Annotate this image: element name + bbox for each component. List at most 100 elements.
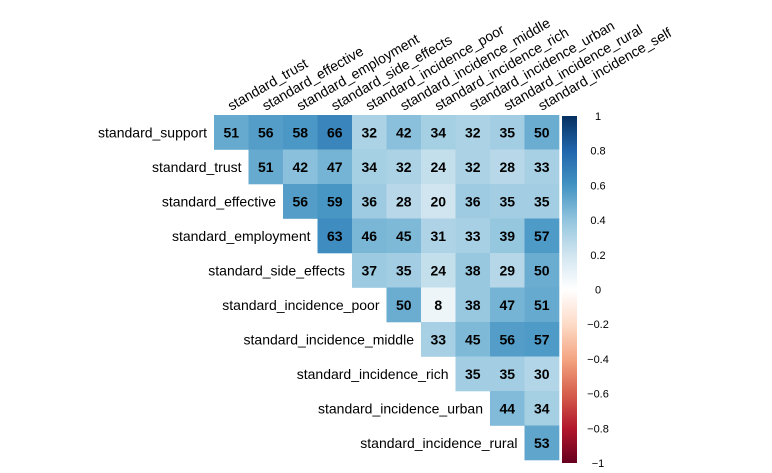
cell-value-label: 31	[430, 228, 446, 244]
heatmap-cell	[283, 149, 318, 185]
cell-value-label: 36	[361, 193, 377, 209]
heatmap-cell	[455, 287, 491, 323]
heatmap-cell	[455, 115, 491, 150]
colorbar-tick-label: −0.4	[587, 354, 609, 366]
heatmap-cell	[455, 218, 491, 254]
row-labels: standard_support standard_trust standard_e…	[98, 124, 517, 451]
cell-value-label: 51	[223, 124, 239, 140]
column-labels: standard_truststandard_effectivestandard…	[225, 14, 674, 113]
cell-value-label: 66	[327, 124, 343, 140]
heatmap-cell	[386, 149, 422, 185]
row-label: standard_incidence_urban	[318, 400, 483, 416]
cell-value-label: 24	[430, 159, 446, 175]
cell-value-label: 28	[499, 159, 515, 175]
heatmap-cell	[421, 218, 456, 254]
cell-value-label: 35	[534, 193, 550, 209]
heatmap-cell	[490, 253, 525, 288]
heatmap-cell	[524, 287, 560, 323]
heatmap-cell	[317, 184, 353, 219]
cell-value-label: 33	[534, 159, 550, 175]
row-label: standard_incidence_poor	[222, 297, 380, 313]
cell-value-label: 45	[396, 228, 412, 244]
row-label: standard_incidence_rich	[297, 366, 449, 382]
colorbar-tick-label: 0.2	[590, 250, 605, 262]
cell-value-label: 39	[499, 228, 515, 244]
colorbar-tick-label: −1	[592, 458, 605, 470]
cell-value-label: 34	[430, 124, 446, 140]
heatmap-cell	[524, 253, 560, 288]
cell-value-label: 42	[396, 124, 412, 140]
heatmap-cell	[421, 149, 456, 185]
cell-value-label: 45	[465, 331, 481, 347]
cell-value-label: 32	[465, 159, 481, 175]
heatmap-cell	[524, 391, 560, 426]
cell-value-label: 51	[534, 297, 550, 313]
cell-value-label: 56	[258, 124, 274, 140]
colorbar-tick-label: 0.4	[590, 215, 605, 227]
row-label: standard_incidence_rural	[360, 435, 517, 451]
heatmap-cell	[352, 218, 387, 254]
heatmap-cell	[352, 184, 387, 219]
cell-value-label: 56	[499, 331, 515, 347]
heatmap-cell	[386, 184, 422, 219]
heatmap-cell	[317, 149, 353, 185]
cell-value-label: 30	[534, 366, 550, 382]
cell-value-label: 51	[258, 159, 274, 175]
cell-value-label: 29	[499, 262, 515, 278]
heatmap-cell	[490, 287, 525, 323]
colorbar-tick-label: 0	[595, 285, 601, 297]
heatmap-cell	[317, 218, 353, 254]
heatmap-cell	[490, 322, 525, 357]
heatmap-cell	[352, 115, 387, 150]
heatmap-cell	[386, 253, 422, 288]
colorbar-tick-label: 0.6	[590, 180, 605, 192]
heatmap-cell	[421, 322, 456, 357]
cell-value-label: 42	[292, 159, 308, 175]
cell-value-label: 33	[465, 228, 481, 244]
heatmap-cell	[248, 115, 284, 150]
row-label: standard_support	[98, 124, 207, 140]
cell-value-label: 32	[396, 159, 412, 175]
heatmap-cell	[352, 253, 387, 288]
cell-value-label: 37	[361, 262, 377, 278]
heatmap-cell	[524, 218, 560, 254]
cell-value-label: 32	[361, 124, 377, 140]
heatmap-cells: 51 56 58 66 32 42 34 32 35 50 51 42 47 34 32 24 32 28 33 56…	[214, 115, 560, 461]
cell-value-label: 8	[434, 297, 442, 313]
colorbar-tick-label: −0.2	[587, 319, 609, 331]
heatmap-cell	[455, 253, 491, 288]
cell-value-label: 57	[534, 331, 550, 347]
cell-value-label: 35	[499, 366, 515, 382]
heatmap-cell	[524, 425, 560, 461]
cell-value-label: 35	[499, 124, 515, 140]
cell-value-label: 47	[327, 159, 343, 175]
cell-value-label: 50	[396, 297, 412, 313]
colorbar-tick-label: 1	[595, 111, 601, 123]
heatmap-cell	[490, 391, 525, 426]
color-legend: 1 0.8 0.6 0.4 0.2 0 −0.2 −0.4 −0.6 −0.8 −1	[562, 111, 609, 470]
cell-value-label: 46	[361, 228, 377, 244]
cell-value-label: 63	[327, 228, 343, 244]
colorbar-tick-label: −0.8	[587, 423, 609, 435]
heatmap-cell	[524, 322, 560, 357]
heatmap-cell	[455, 356, 491, 392]
heatmap-cell	[455, 184, 491, 219]
heatmap-cell	[386, 115, 422, 150]
row-label: standard_incidence_middle	[244, 331, 415, 347]
row-label: standard_effective	[162, 193, 276, 209]
cell-value-label: 59	[327, 193, 343, 209]
heatmap-cell	[421, 115, 456, 150]
heatmap-cell	[248, 149, 284, 185]
heatmap-cell	[386, 287, 422, 323]
heatmap-cell	[490, 115, 525, 150]
heatmap-cell	[283, 115, 318, 150]
cell-value-label: 56	[292, 193, 308, 209]
cell-value-label: 50	[534, 124, 550, 140]
heatmap-cell	[455, 149, 491, 185]
row-label: standard_side_effects	[208, 262, 345, 278]
cell-value-label: 47	[499, 297, 515, 313]
row-label: standard_employment	[172, 228, 311, 244]
cell-value-label: 34	[361, 159, 377, 175]
heatmap-cell	[524, 149, 560, 185]
heatmap-cell	[352, 149, 387, 185]
